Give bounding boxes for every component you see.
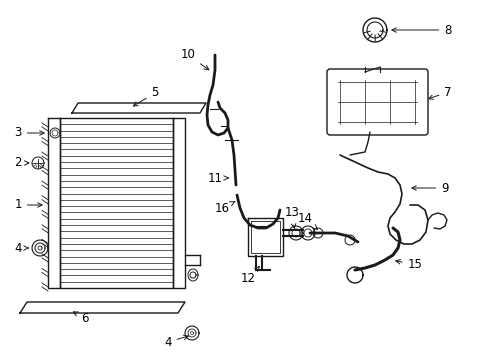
Text: 2: 2 (14, 157, 29, 170)
Text: 4: 4 (164, 335, 188, 348)
Text: 10: 10 (180, 49, 209, 70)
Text: 13: 13 (285, 207, 299, 228)
Text: 16: 16 (215, 202, 235, 215)
Text: 8: 8 (392, 23, 452, 36)
Polygon shape (72, 103, 206, 113)
Text: 12: 12 (241, 266, 259, 284)
Text: 6: 6 (74, 311, 89, 324)
Text: 4: 4 (14, 242, 28, 255)
Text: 1: 1 (14, 198, 42, 211)
FancyBboxPatch shape (327, 69, 428, 135)
Text: 3: 3 (14, 126, 44, 139)
Text: 15: 15 (396, 258, 422, 271)
Text: 7: 7 (429, 85, 452, 99)
Text: 11: 11 (207, 171, 228, 184)
Text: 5: 5 (133, 86, 159, 106)
Polygon shape (248, 218, 283, 256)
Text: 14: 14 (297, 211, 318, 229)
Polygon shape (20, 302, 185, 313)
Text: 9: 9 (412, 181, 449, 194)
